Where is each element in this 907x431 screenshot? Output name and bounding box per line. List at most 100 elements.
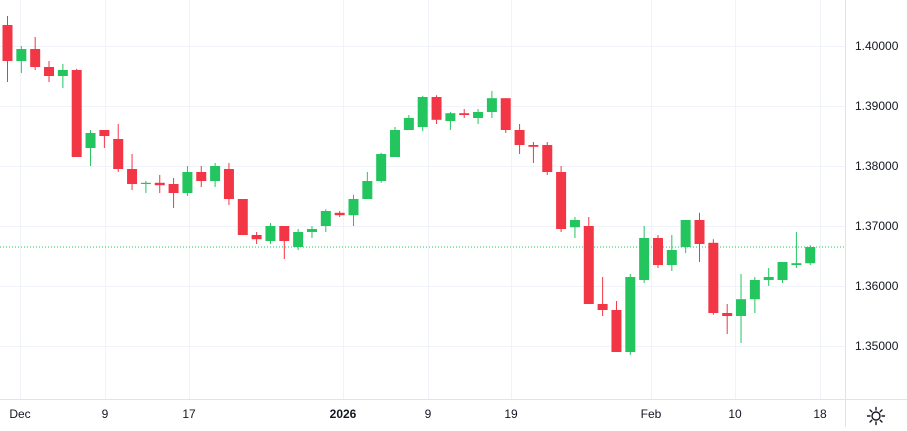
candle-body [16, 49, 27, 61]
candle-body [722, 313, 733, 316]
candle-body [708, 242, 719, 313]
candle-body [528, 145, 539, 147]
candle [334, 211, 345, 217]
candle [293, 229, 304, 250]
candle-body [473, 112, 484, 118]
candle-body [390, 130, 401, 157]
candle [16, 46, 27, 73]
gear-icon[interactable] [866, 406, 886, 426]
x-tick-label: 9 [425, 407, 432, 421]
candle [680, 220, 691, 253]
candle-body [30, 49, 41, 67]
candle [362, 172, 373, 199]
candle [569, 217, 580, 238]
candle [251, 232, 262, 244]
candle [44, 61, 55, 82]
candle [639, 226, 650, 283]
candle-body [210, 166, 221, 181]
candle [320, 209, 331, 232]
candle-body [362, 181, 373, 199]
candle-body [680, 220, 691, 247]
candle [459, 109, 470, 118]
x-tick-label: 2026 [330, 407, 357, 421]
candle-body [791, 263, 802, 265]
x-axis[interactable]: Dec 9 17 2026 9 19 Feb 10 18 [9, 407, 827, 421]
candle-body [306, 229, 317, 232]
candle [99, 130, 110, 148]
candle-body [127, 169, 138, 184]
candle-body [279, 226, 290, 241]
candle-body [168, 184, 179, 193]
x-tick-label: 9 [102, 407, 109, 421]
candle [403, 115, 414, 130]
candle-body [625, 277, 636, 352]
y-tick-label: 1.36000 [855, 279, 899, 293]
candle-body [736, 299, 747, 316]
candle [223, 163, 234, 205]
candle [777, 262, 788, 283]
y-tick-label: 1.35000 [855, 339, 899, 353]
y-tick-label: 1.39000 [855, 99, 899, 113]
candle-body [44, 67, 55, 76]
candle-body [154, 182, 165, 186]
candle-body [749, 280, 760, 300]
candle [556, 166, 567, 232]
candle-body [71, 70, 82, 157]
candle [210, 163, 221, 187]
x-tick-label: 19 [504, 407, 518, 421]
candle-body [57, 70, 68, 76]
x-tick-label: Dec [9, 407, 30, 421]
candle-body [376, 154, 387, 181]
candle [417, 95, 428, 132]
candle [140, 181, 151, 193]
y-axis[interactable]: 1.40000 1.39000 1.38000 1.37000 1.36000 1.350… [855, 39, 899, 353]
candle [431, 95, 442, 124]
candle [279, 226, 290, 259]
candle [666, 235, 677, 271]
x-tick-label: Feb [641, 407, 662, 421]
candle [265, 223, 276, 244]
candle [597, 277, 608, 316]
candle [652, 235, 663, 268]
candle [694, 212, 705, 262]
candle [196, 166, 207, 187]
candle-body [459, 113, 470, 115]
candle-body [652, 238, 663, 265]
candle [445, 112, 456, 130]
candle [805, 245, 816, 265]
candle [306, 226, 317, 238]
candle-body [196, 172, 207, 181]
y-tick-label: 1.38000 [855, 159, 899, 173]
candle-body [777, 262, 788, 280]
candles [2, 16, 816, 355]
candle [348, 194, 359, 226]
candle-body [2, 25, 13, 61]
candle [390, 127, 401, 157]
candle-body [99, 130, 110, 136]
candle-body [639, 238, 650, 280]
candle [237, 199, 248, 235]
candle [30, 37, 41, 70]
candle-body [223, 169, 234, 199]
candle [473, 109, 484, 124]
x-tick-label: 10 [728, 407, 742, 421]
candle-body [403, 118, 414, 130]
candle-body [85, 133, 96, 148]
candle-body [251, 235, 262, 240]
candle-body [140, 182, 151, 184]
candle-body [320, 211, 331, 226]
candle-body [113, 139, 124, 169]
candle-body [348, 199, 359, 216]
candle-body [417, 97, 428, 127]
candle [85, 130, 96, 166]
candle-body [500, 98, 511, 130]
candle [625, 274, 636, 355]
candle-body [445, 113, 456, 121]
candle-body [569, 220, 580, 228]
x-tick-label: 18 [813, 407, 827, 421]
candle [154, 175, 165, 193]
candle-body [514, 130, 525, 145]
candle-body [542, 145, 553, 172]
candle [611, 301, 622, 352]
